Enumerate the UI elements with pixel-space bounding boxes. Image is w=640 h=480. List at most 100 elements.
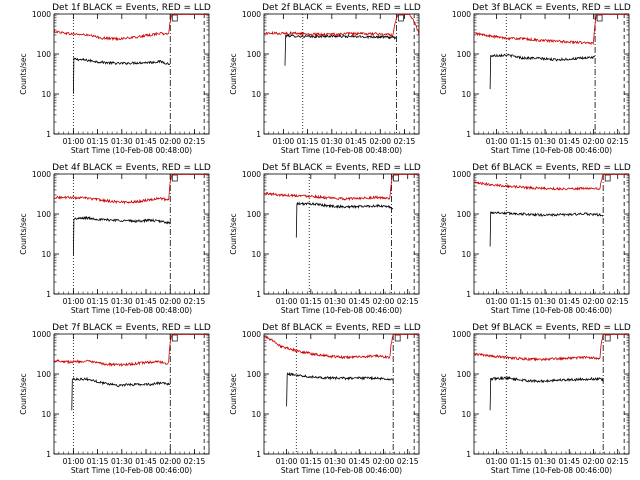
- chart-panel-6: Det 6f BLACK = Events, RED = LLD 1 10 100 10…: [439, 163, 631, 315]
- series-line-lld: [473, 174, 629, 191]
- x-tick-label: 02:00: [159, 137, 181, 146]
- x-axis-label: Start Time (10-Feb-08 00:46:00): [491, 466, 612, 475]
- y-tick-label: 100: [37, 370, 52, 379]
- x-tick-label: 02:00: [369, 137, 391, 146]
- y-tick-label: 100: [457, 370, 472, 379]
- y-tick-label: 1: [46, 450, 51, 459]
- x-tick-label: 01:45: [558, 297, 580, 306]
- x-tick-label: 01:15: [297, 137, 319, 146]
- series-line-lld: [53, 334, 209, 367]
- y-tick-label: 1000: [242, 330, 261, 339]
- series-line-lld: [53, 14, 209, 42]
- series-line-events: [295, 201, 394, 238]
- series-line-events: [284, 33, 397, 66]
- x-tick-label: 01:15: [510, 297, 532, 306]
- series-line-events: [489, 211, 604, 247]
- marker-glyph: [171, 14, 178, 22]
- y-tick-label: 10: [461, 250, 471, 259]
- x-tick-label: 02:15: [184, 137, 206, 146]
- x-tick-label: 02:15: [607, 137, 629, 146]
- marker-glyph: [394, 334, 401, 342]
- x-tick-label: 01:15: [300, 297, 322, 306]
- x-tick-label: 01:30: [324, 457, 346, 466]
- x-tick-label: 02:00: [583, 297, 605, 306]
- y-axis-label: Counts/sec: [439, 373, 448, 414]
- y-axis-label: Counts/sec: [439, 213, 448, 254]
- x-tick-label: 01:45: [558, 457, 580, 466]
- y-tick-label: 1000: [32, 330, 51, 339]
- x-tick-label: 01:30: [111, 137, 133, 146]
- series-line-events: [489, 53, 595, 90]
- chart-panel-3: Det 3f BLACK = Events, RED = LLD 1 10 100 10…: [439, 3, 631, 155]
- x-tick-label: 02:15: [184, 457, 206, 466]
- x-tick-label: 02:00: [583, 137, 605, 146]
- chart-panel-8: Det 8f BLACK = Events, RED = LLD 1 10 100 10…: [229, 323, 421, 475]
- x-tick-label: 01:45: [135, 297, 157, 306]
- chart-panel-1: Det 1f BLACK = Events, RED = LLD 1 10 100 10…: [19, 3, 211, 155]
- y-axis-label: Counts/sec: [439, 53, 448, 94]
- marker-glyph: [171, 174, 178, 182]
- y-tick-label: 1: [466, 450, 471, 459]
- x-tick-label: 01:00: [63, 137, 85, 146]
- x-tick-label: 01:30: [534, 137, 556, 146]
- y-tick-label: 1: [466, 130, 471, 139]
- y-tick-label: 1000: [32, 10, 51, 19]
- y-tick-label: 1: [256, 290, 261, 299]
- x-axis-label: Start Time (10-Feb-08 00:46:00): [491, 146, 612, 155]
- y-tick-label: 10: [251, 410, 261, 419]
- x-tick-label: 01:15: [510, 457, 532, 466]
- y-tick-label: 100: [247, 50, 262, 59]
- series-line-lld: [263, 174, 419, 202]
- y-tick-label: 10: [41, 250, 51, 259]
- y-tick-label: 1: [466, 290, 471, 299]
- x-tick-label: 01:45: [135, 457, 157, 466]
- chart-panel-4: Det 4f BLACK = Events, RED = LLD 1 10 100 10…: [19, 163, 211, 315]
- x-tick-label: 01:00: [486, 457, 508, 466]
- x-axis-label: Start Time (10-Feb-08 00:46:00): [491, 306, 612, 315]
- x-tick-label: 01:30: [111, 457, 133, 466]
- y-axis-label: Counts/sec: [19, 53, 28, 94]
- marker-glyph: [398, 14, 404, 22]
- y-tick-label: 100: [247, 370, 262, 379]
- series-line-events: [286, 371, 393, 407]
- x-axis-label: Start Time (10-Feb-08 00:48:00): [281, 146, 402, 155]
- x-tick-label: 01:00: [276, 457, 298, 466]
- chart-panel-7: Det 7f BLACK = Events, RED = LLD 1 10 100 10…: [19, 323, 211, 475]
- chart-panel-9: Det 9f BLACK = Events, RED = LLD 1 10 100 10…: [439, 323, 631, 475]
- chart-title: Det 3f BLACK = Events, RED = LLD: [472, 3, 631, 13]
- x-axis-label: Start Time (10-Feb-08 00:48:00): [71, 306, 192, 315]
- chart-title: Det 7f BLACK = Events, RED = LLD: [52, 323, 211, 333]
- series-line-events: [73, 215, 171, 256]
- y-axis-label: Counts/sec: [229, 53, 238, 94]
- chart-panel-5: Det 5f BLACK = Events, RED = LLD 1 10 100 10…: [229, 163, 421, 315]
- y-tick-label: 1000: [32, 170, 51, 179]
- x-tick-label: 02:00: [373, 297, 395, 306]
- y-tick-label: 1000: [242, 10, 261, 19]
- x-tick-label: 01:30: [534, 457, 556, 466]
- x-tick-label: 01:00: [486, 297, 508, 306]
- y-tick-label: 100: [247, 210, 262, 219]
- x-tick-label: 01:15: [87, 457, 109, 466]
- series-line-lld: [474, 14, 629, 46]
- x-tick-label: 02:15: [607, 297, 629, 306]
- y-tick-label: 100: [37, 210, 52, 219]
- y-axis-label: Counts/sec: [229, 373, 238, 414]
- chart-title: Det 6f BLACK = Events, RED = LLD: [472, 163, 631, 173]
- x-tick-label: 02:00: [159, 297, 181, 306]
- x-tick-label: 02:15: [397, 297, 419, 306]
- x-axis-label: Start Time (10-Feb-08 00:48:00): [71, 146, 192, 155]
- x-tick-label: 01:00: [276, 297, 298, 306]
- y-tick-label: 100: [457, 210, 472, 219]
- marker-glyph: [596, 14, 603, 22]
- y-tick-label: 1: [256, 130, 261, 139]
- y-tick-label: 1000: [452, 10, 471, 19]
- x-tick-label: 01:30: [324, 297, 346, 306]
- series-line-lld: [53, 174, 209, 205]
- chart-title: Det 8f BLACK = Events, RED = LLD: [262, 323, 421, 333]
- x-tick-label: 01:00: [486, 137, 508, 146]
- x-tick-label: 01:15: [300, 457, 322, 466]
- x-tick-label: 01:45: [558, 137, 580, 146]
- series-line-lld: [263, 14, 420, 37]
